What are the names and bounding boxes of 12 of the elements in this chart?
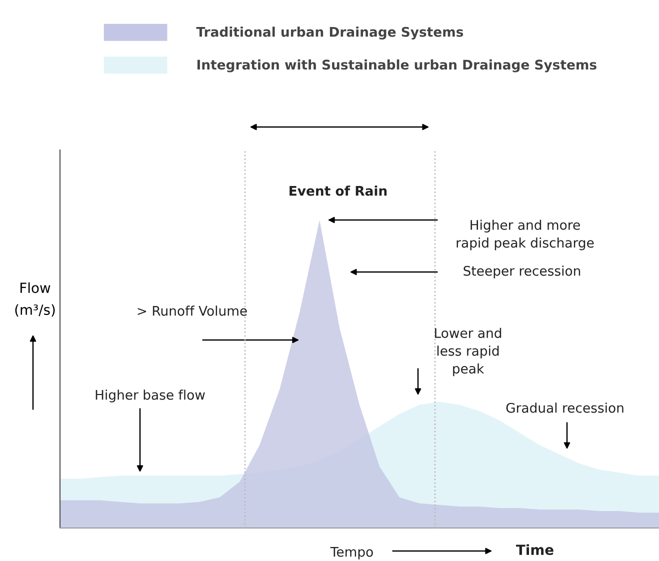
text: Event of Rain [290,186,387,196]
annotation: Higher and more rapid peak discharge [456,220,594,250]
text: Tempo [330,547,373,560]
text: Time [516,544,554,556]
annotation: Lower and less rapid peak [435,328,502,376]
annotation: > Runoff Volume [138,306,247,316]
legend-label: Integration with Sustainable urban Drainage Systems [197,59,596,72]
y-axis-title: Flow (m³/s) [15,282,55,317]
annotation: Gradual recession [506,402,624,413]
annotation: Higher base flow [96,390,205,402]
annotation: Steeper recession [464,266,580,278]
legend-label: Traditional urban Drainage Systems [196,26,464,40]
